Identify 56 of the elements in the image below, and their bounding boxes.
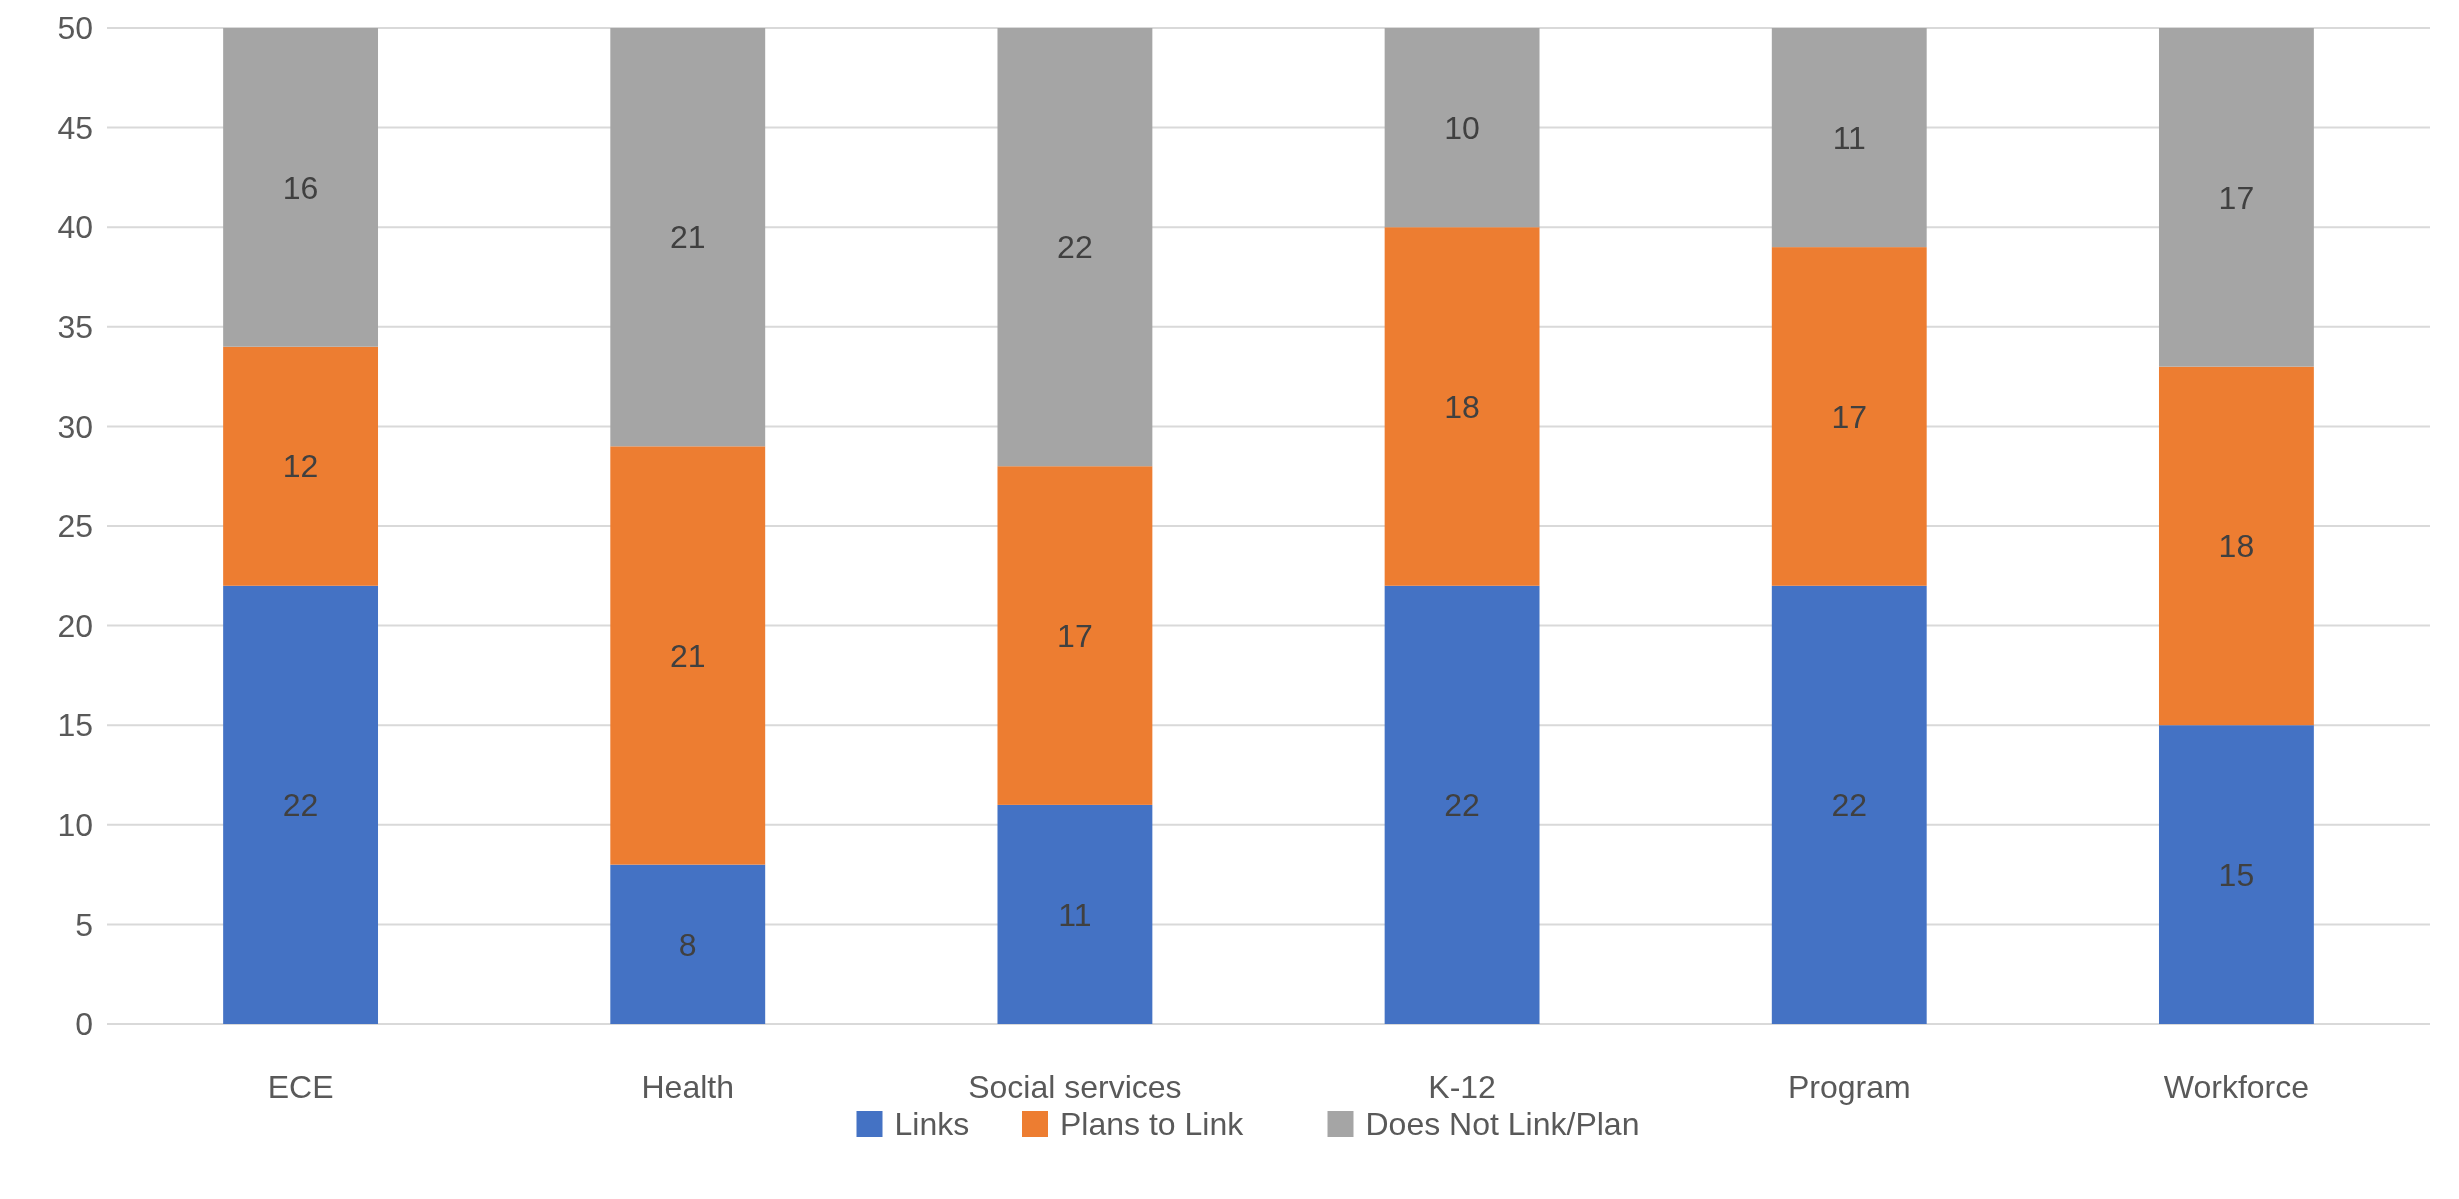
bar: [2158, 366, 2314, 726]
legend-label: Plans to Link: [1060, 1106, 1245, 1143]
bar: [223, 346, 379, 586]
bar: [2158, 725, 2314, 1024]
data-label: 15: [2218, 856, 2255, 893]
bar: [610, 446, 766, 865]
data-label: 17: [1057, 617, 1093, 654]
y-tick-label: 0: [75, 1006, 93, 1043]
y-tick-label: 20: [57, 607, 93, 644]
bar: [997, 28, 1153, 467]
bar: [610, 864, 766, 1024]
bar: [1771, 247, 1927, 586]
data-label: 22: [282, 787, 319, 824]
bar: [223, 28, 379, 347]
y-tick-label: 35: [57, 309, 93, 345]
data-label: 10: [1444, 109, 1480, 146]
bar: [2158, 28, 2314, 367]
data-label: 22: [1057, 229, 1093, 266]
y-tick-label: 40: [57, 209, 93, 246]
x-tick-label: Workforce: [2163, 1069, 2310, 1106]
bar: [223, 585, 379, 1024]
y-tick-label: 15: [57, 707, 93, 744]
data-label: 16: [282, 169, 319, 206]
data-label: 11: [1832, 119, 1866, 156]
data-label: 21: [669, 219, 706, 256]
bar: [997, 466, 1153, 805]
data-label: 22: [1831, 787, 1868, 824]
y-tick-label: 30: [57, 408, 93, 445]
x-tick-label: K-12: [1428, 1069, 1496, 1106]
data-label: 18: [1444, 388, 1480, 425]
data-label: 17: [1831, 398, 1868, 435]
legend-label: Does Not Link/Plan: [1365, 1106, 1640, 1143]
bar: [1771, 585, 1927, 1024]
bar: [1384, 585, 1540, 1024]
x-tick-label: Program: [1787, 1069, 1911, 1106]
legend-label: Links: [894, 1106, 970, 1143]
data-label: 11: [1058, 896, 1092, 933]
bar: [997, 804, 1153, 1024]
data-label: 21: [669, 637, 706, 674]
data-label: 17: [2218, 179, 2255, 216]
bar: [1384, 227, 1540, 586]
bar: [1771, 28, 1927, 248]
bar: [610, 28, 766, 447]
y-tick-label: 5: [75, 906, 93, 943]
y-tick-label: 25: [57, 508, 93, 545]
x-tick-label: Health: [641, 1069, 734, 1106]
y-tick-label: 45: [57, 109, 93, 146]
data-label: 12: [282, 448, 319, 485]
bar: [1384, 28, 1540, 228]
x-tick-label: Social services: [968, 1069, 1182, 1106]
x-tick-label: ECE: [267, 1069, 334, 1106]
data-label: 18: [2218, 528, 2255, 565]
data-label: 8: [678, 926, 697, 963]
y-tick-label: 50: [57, 10, 93, 47]
data-label: 22: [1444, 787, 1480, 824]
y-tick-label: 10: [57, 807, 93, 843]
